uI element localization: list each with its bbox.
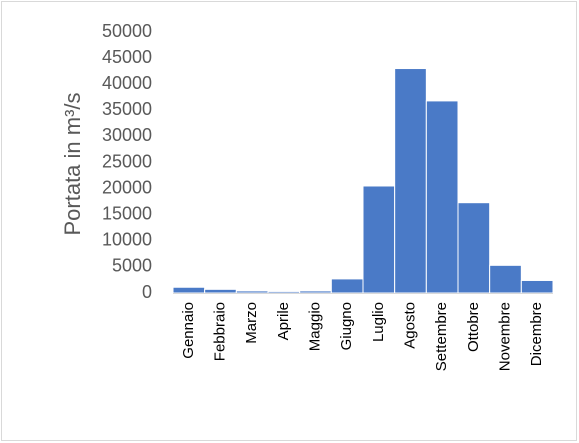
x-tick-label: Marzo: [243, 302, 260, 344]
x-axis-categories: Gennaio Febbraio Marzo Aprile Maggio Giugno Lu…: [180, 302, 545, 371]
y-tick-label: 10000: [102, 230, 152, 250]
bar-settembre: [425, 100, 459, 294]
bar-novembre: [489, 264, 522, 294]
bars: [172, 68, 554, 294]
bar-agosto: [394, 68, 427, 294]
bar-aprile: [267, 290, 301, 294]
bar-maggio: [299, 290, 332, 294]
y-tick-label: 0: [142, 282, 152, 302]
x-tick-label: Ottobre: [465, 302, 482, 352]
x-tick-label: Aprile: [275, 302, 292, 340]
y-tick-label: 45000: [102, 47, 152, 67]
y-tick-label: 35000: [102, 99, 152, 119]
y-tick-label: 25000: [102, 151, 152, 171]
x-tick-label: Luglio: [370, 302, 387, 342]
y-axis-ticks: 0 5000 10000 15000 20000 25000 30000 35000 40000…: [102, 21, 152, 302]
x-tick-label: Maggio: [306, 302, 323, 351]
x-tick-label: Gennaio: [180, 302, 197, 359]
y-tick-label: 5000: [112, 256, 152, 276]
bar-ottobre: [457, 202, 491, 294]
bar-luglio: [362, 185, 396, 294]
bar-marzo: [235, 290, 269, 294]
y-tick-label: 20000: [102, 177, 152, 197]
x-tick-label: Giugno: [338, 302, 355, 350]
x-tick-label: Novembre: [496, 302, 513, 371]
x-tick-label: Dicembre: [528, 302, 545, 366]
y-tick-label: 15000: [102, 203, 152, 223]
bar-giugno: [330, 278, 364, 294]
y-tick-label: 30000: [102, 125, 152, 145]
bar-dicembre: [520, 279, 554, 294]
y-tick-label: 40000: [102, 73, 152, 93]
bar-gennaio: [172, 286, 206, 294]
x-tick-label: Settembre: [433, 302, 450, 371]
y-tick-label: 50000: [102, 21, 152, 41]
y-axis-label: Portata in m³/s: [60, 92, 85, 235]
x-tick-label: Agosto: [401, 302, 418, 349]
bar-febbraio: [204, 288, 237, 294]
x-tick-label: Febbraio: [211, 302, 228, 361]
